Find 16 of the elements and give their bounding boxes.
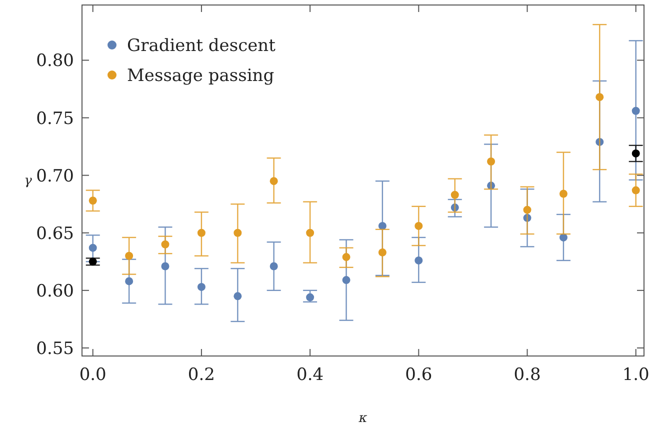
- x-axis-title: κ: [358, 411, 368, 426]
- legend-label: Gradient descent: [127, 36, 276, 56]
- x-tick-label: 1.0: [622, 365, 650, 385]
- x-tick-label: 0.4: [296, 365, 324, 385]
- x-tick-label: 0.8: [514, 365, 541, 385]
- x-tick-label: 0.6: [405, 365, 432, 385]
- y-tick-label: 0.80: [36, 51, 74, 72]
- y-tick-label: 0.70: [36, 166, 74, 186]
- y-tick-label: 0.55: [36, 338, 74, 359]
- y-tick-label: 0.60: [36, 281, 74, 302]
- y-tick-label: 0.75: [36, 108, 74, 129]
- y-tick-label: 0.65: [36, 224, 74, 244]
- x-tick-label: 0.0: [79, 365, 106, 385]
- x-tick-label: 0.2: [188, 365, 215, 385]
- y-axis-title: γ: [24, 174, 32, 188]
- legend-label: Message passing: [127, 66, 274, 86]
